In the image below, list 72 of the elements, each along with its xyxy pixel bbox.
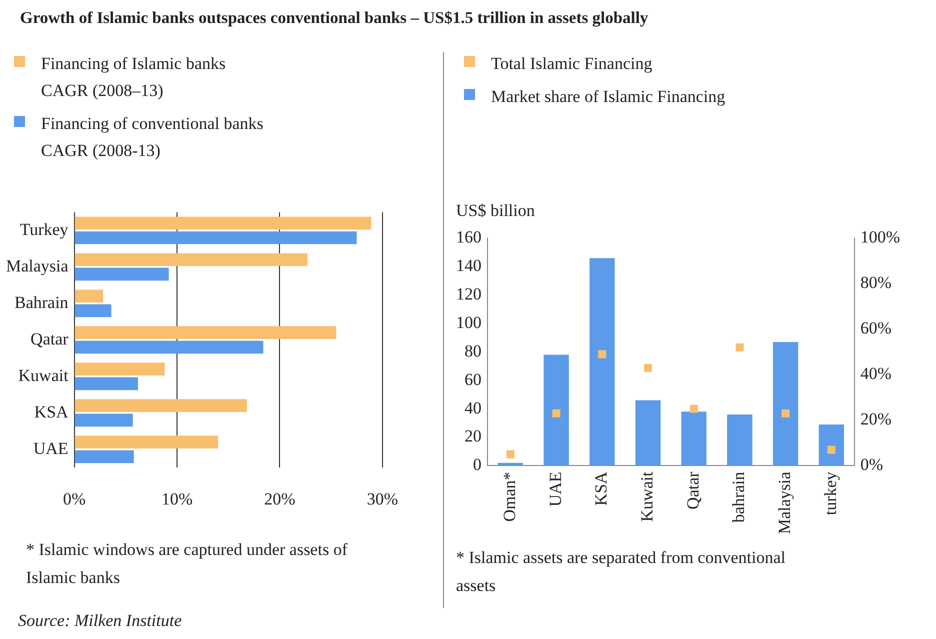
x-tick-label: turkey	[820, 471, 840, 516]
bar	[772, 342, 798, 466]
y2-tick-label: 100%	[860, 228, 900, 247]
bar	[74, 231, 357, 244]
bar	[74, 450, 134, 464]
y-tick-label: KSA	[34, 402, 70, 422]
y-axis-title: US$ billion	[456, 201, 535, 221]
y2-tick-label: 40%	[860, 364, 892, 384]
x-tick-label: 20%	[264, 489, 296, 508]
source-note: Source: Milken Institute	[18, 611, 182, 631]
y-tick-label: 80	[464, 341, 482, 360]
y-tick-label: 120	[456, 284, 482, 304]
y-tick-label: Bahrain	[14, 292, 69, 312]
y2-tick-label: 60%	[860, 318, 892, 338]
point	[644, 364, 652, 372]
x-tick-label: Qatar	[683, 471, 702, 510]
x-tick-label: 10%	[161, 489, 193, 508]
point	[827, 446, 836, 454]
bar	[74, 268, 169, 281]
x-tick-label: Kuwait	[637, 471, 656, 522]
bar	[74, 304, 112, 318]
y-tick-label: Kuwait	[18, 366, 69, 385]
y-tick-label: 100	[456, 312, 482, 332]
bar	[74, 340, 264, 354]
bar	[681, 412, 706, 466]
bar	[74, 436, 218, 448]
point	[598, 350, 606, 358]
y-tick-label: Qatar	[30, 329, 69, 348]
y2-tick-label: 20%	[860, 410, 892, 429]
legend-label: Financing of Islamic banks CAGR (2008–13)	[41, 53, 227, 102]
legend-label: Market share of Islamic Financing	[491, 86, 726, 108]
bar	[74, 362, 165, 376]
bar	[590, 258, 615, 466]
text: * Islamic assets are separated from conventional assets	[456, 547, 786, 597]
y-tick-label: 140	[456, 256, 482, 276]
point	[782, 409, 790, 418]
point	[690, 404, 698, 413]
bar	[727, 414, 752, 466]
y-tick-label: 160	[456, 228, 482, 247]
y2-tick-label: 0%	[860, 455, 884, 474]
x-tick-label: KSA	[592, 470, 611, 506]
point	[552, 409, 560, 418]
bar	[635, 400, 661, 466]
y-tick-label: 60	[464, 370, 482, 389]
x-tick-label: bahrain	[729, 471, 748, 523]
chart-title: Growth of Islamic banks outspaces conventional banks – US$1.5 trillion in assets globally	[20, 8, 650, 28]
x-tick-label: Oman*	[500, 472, 519, 522]
bar	[74, 326, 336, 340]
y-tick-label: 0	[473, 455, 482, 474]
y-tick-label: 40	[464, 398, 482, 418]
bar	[544, 354, 569, 466]
bar	[74, 399, 247, 412]
bar	[74, 290, 104, 303]
y-tick-label: Malaysia	[6, 256, 69, 276]
point	[506, 450, 514, 458]
bar	[74, 414, 133, 427]
x-tick-label: UAE	[546, 472, 565, 507]
y-tick-label: UAE	[33, 438, 68, 458]
y2-tick-label: 80%	[860, 273, 892, 292]
bar	[74, 216, 372, 230]
point	[736, 343, 744, 352]
x-tick-label: 30%	[366, 489, 398, 508]
legend-label: Financing of conventional banks CAGR (2008-13)	[41, 113, 264, 162]
x-tick-label: Malaysia	[775, 471, 794, 534]
legend-label: Total Islamic Financing	[491, 53, 652, 75]
bar	[74, 253, 308, 266]
bar	[74, 377, 138, 390]
text: * Islamic windows are captured under assets of Islamic banks	[26, 539, 348, 589]
x-tick-label: 0%	[62, 489, 86, 508]
bar	[818, 424, 844, 466]
y-tick-label: Turkey	[20, 220, 69, 239]
y-tick-label: 20	[464, 426, 482, 446]
